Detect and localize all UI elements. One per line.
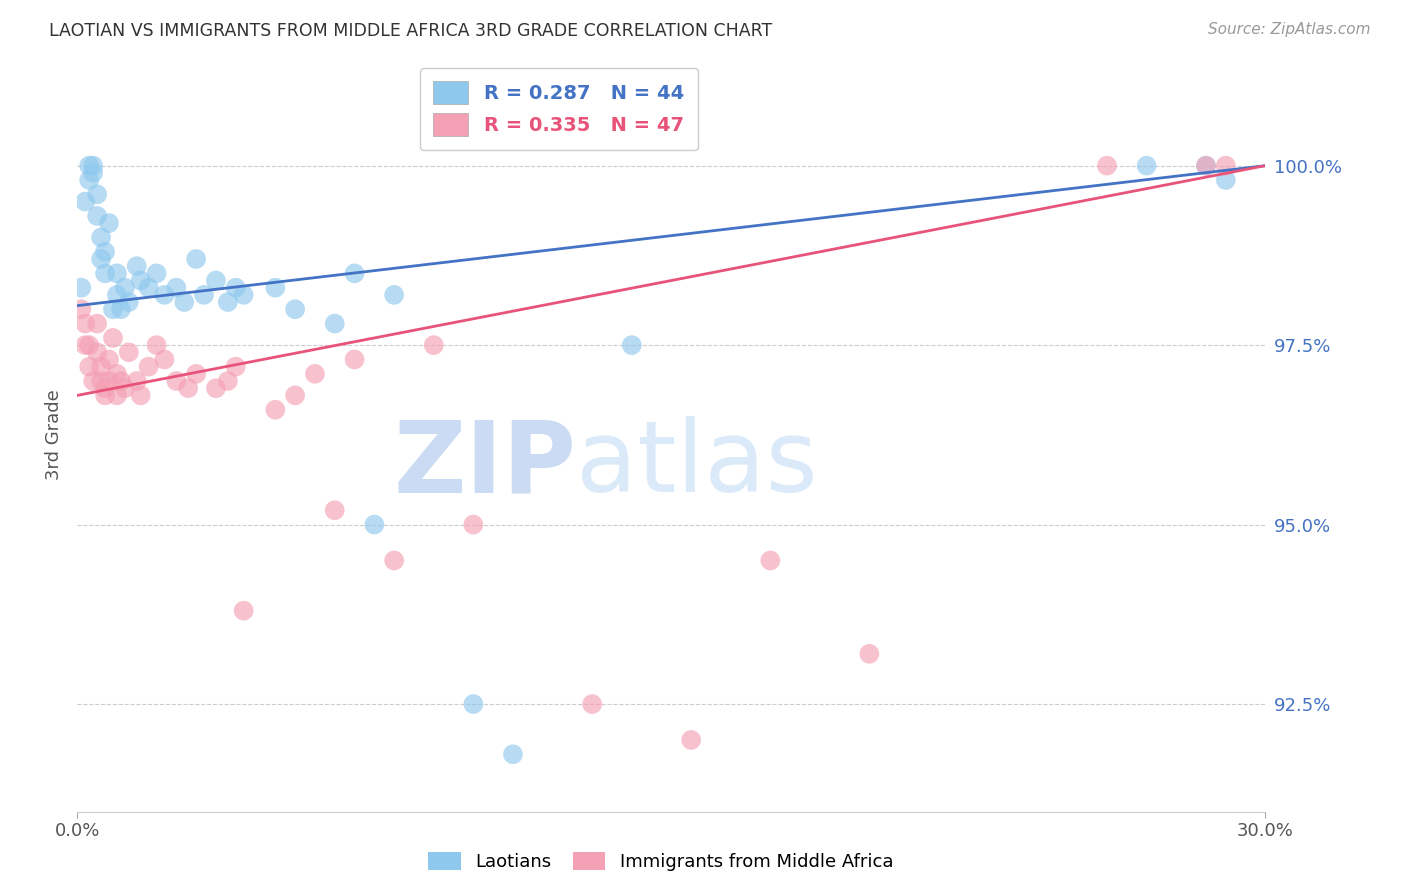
Point <box>186 367 208 381</box>
Point <box>153 352 176 367</box>
Point <box>110 302 132 317</box>
Legend: R = 0.287   N = 44, R = 0.335   N = 47: R = 0.287 N = 44, R = 0.335 N = 47 <box>420 68 697 150</box>
Point <box>105 388 128 402</box>
Point <box>118 295 141 310</box>
Point <box>264 281 287 295</box>
Point <box>382 553 405 567</box>
Point <box>90 252 112 266</box>
Point <box>463 697 485 711</box>
Point <box>129 388 152 402</box>
Point <box>105 266 128 280</box>
Text: Source: ZipAtlas.com: Source: ZipAtlas.com <box>1208 22 1371 37</box>
Point <box>82 166 104 180</box>
Point <box>1195 159 1218 173</box>
Point <box>125 259 148 273</box>
Point <box>77 173 100 187</box>
Point <box>129 273 152 287</box>
Point <box>90 230 112 244</box>
Point <box>90 359 112 374</box>
Point <box>86 187 108 202</box>
Point <box>463 517 485 532</box>
Point <box>114 281 136 295</box>
Point <box>1195 159 1218 173</box>
Point <box>75 194 97 209</box>
Point <box>165 281 187 295</box>
Point <box>620 338 643 352</box>
Point <box>138 281 160 295</box>
Point <box>304 367 326 381</box>
Point <box>86 209 108 223</box>
Point <box>125 374 148 388</box>
Point <box>77 359 100 374</box>
Point <box>82 159 104 173</box>
Point <box>858 647 880 661</box>
Point <box>94 388 117 402</box>
Point <box>205 273 228 287</box>
Point <box>581 697 603 711</box>
Y-axis label: 3rd Grade: 3rd Grade <box>45 390 63 480</box>
Point <box>502 747 524 762</box>
Point <box>1215 173 1237 187</box>
Point <box>382 288 405 302</box>
Point <box>217 295 239 310</box>
Point <box>232 604 254 618</box>
Point <box>98 352 121 367</box>
Point <box>173 295 195 310</box>
Point <box>423 338 446 352</box>
Legend: Laotians, Immigrants from Middle Africa: Laotians, Immigrants from Middle Africa <box>420 845 901 879</box>
Point <box>193 288 215 302</box>
Point <box>217 374 239 388</box>
Point <box>343 266 366 280</box>
Point <box>90 374 112 388</box>
Point <box>94 266 117 280</box>
Point <box>82 374 104 388</box>
Point <box>177 381 200 395</box>
Point <box>77 338 100 352</box>
Point <box>1215 159 1237 173</box>
Point <box>186 252 208 266</box>
Point <box>101 331 124 345</box>
Point <box>138 359 160 374</box>
Point <box>145 266 167 280</box>
Point <box>323 317 346 331</box>
Point <box>1136 159 1159 173</box>
Point <box>94 381 117 395</box>
Point <box>225 359 247 374</box>
Point <box>114 381 136 395</box>
Point <box>205 381 228 395</box>
Point <box>105 367 128 381</box>
Point <box>98 216 121 230</box>
Point <box>98 374 121 388</box>
Point <box>153 288 176 302</box>
Point <box>145 338 167 352</box>
Point <box>681 733 703 747</box>
Point <box>94 244 117 259</box>
Point <box>105 288 128 302</box>
Point <box>323 503 346 517</box>
Point <box>86 345 108 359</box>
Point <box>75 338 97 352</box>
Point <box>284 388 307 402</box>
Point <box>75 317 97 331</box>
Point <box>225 281 247 295</box>
Text: atlas: atlas <box>576 417 818 514</box>
Point <box>1095 159 1118 173</box>
Text: ZIP: ZIP <box>394 417 576 514</box>
Point <box>759 553 782 567</box>
Point <box>70 302 93 317</box>
Point <box>77 159 100 173</box>
Point <box>363 517 385 532</box>
Point <box>101 302 124 317</box>
Point <box>165 374 187 388</box>
Point <box>110 374 132 388</box>
Point <box>343 352 366 367</box>
Text: LAOTIAN VS IMMIGRANTS FROM MIDDLE AFRICA 3RD GRADE CORRELATION CHART: LAOTIAN VS IMMIGRANTS FROM MIDDLE AFRICA… <box>49 22 772 40</box>
Point <box>284 302 307 317</box>
Point <box>264 402 287 417</box>
Point <box>232 288 254 302</box>
Point <box>86 317 108 331</box>
Point <box>70 281 93 295</box>
Point <box>118 345 141 359</box>
